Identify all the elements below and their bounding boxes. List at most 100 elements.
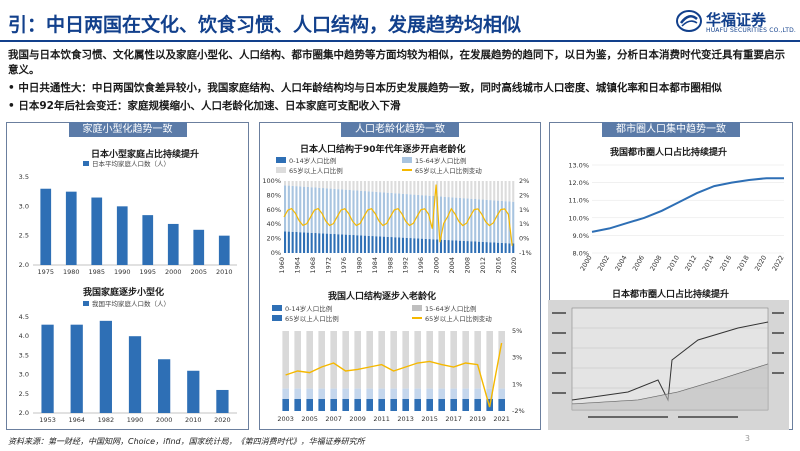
- bar-segment: [414, 331, 421, 389]
- bar-segment: [282, 331, 289, 389]
- bar-segment: [436, 239, 439, 253]
- bar-segment: [390, 181, 393, 193]
- x-tick-label: 1985: [88, 268, 105, 276]
- x-tick-label: 1996: [417, 257, 425, 274]
- bar-segment: [443, 239, 446, 253]
- bar-segment: [352, 190, 355, 236]
- bar-segment: [341, 189, 344, 235]
- bar-segment: [458, 240, 462, 253]
- bar-segment: [462, 240, 465, 253]
- bar: [40, 188, 52, 265]
- y-tick-label: 8.0%: [572, 250, 589, 258]
- bar-segment: [341, 181, 344, 190]
- legend-swatch: [83, 301, 89, 306]
- x-tick-label: 2022: [771, 254, 786, 272]
- y2-tick-label: 0%: [519, 235, 529, 243]
- legend-label: 我国平均家庭人口数（人）: [92, 299, 170, 308]
- bar-segment: [330, 331, 337, 389]
- bar-segment: [318, 181, 321, 188]
- bar-segment: [485, 199, 488, 243]
- bar-segment: [360, 235, 363, 253]
- x-tick-label: 2016: [495, 257, 503, 274]
- x-tick-label: 2020: [510, 257, 518, 274]
- bar-segment: [493, 181, 496, 201]
- bar: [65, 191, 77, 265]
- bar: [41, 324, 54, 413]
- y2-tick-label: 5%: [512, 327, 522, 335]
- bar-segment: [291, 231, 294, 253]
- bar-segment: [413, 194, 416, 239]
- bar-segment: [426, 331, 433, 389]
- x-tick-label: 2016: [718, 254, 733, 272]
- bar-segment: [489, 200, 492, 243]
- bar-segment: [470, 198, 473, 242]
- bar-segment: [318, 233, 321, 253]
- y-tick-label: 60%: [267, 206, 281, 214]
- x-tick-label: 1995: [139, 268, 156, 276]
- bar-segment: [466, 181, 469, 199]
- x-tick-label: 2000: [156, 416, 173, 424]
- x-tick-label: 1980: [63, 268, 80, 276]
- bar-segment: [303, 186, 306, 233]
- bar-segment: [322, 181, 325, 189]
- bar-segment: [498, 399, 505, 411]
- legend-swatch: [276, 157, 286, 163]
- chart-title: 我国家庭逐步小型化: [83, 288, 165, 298]
- bar-segment: [325, 188, 328, 234]
- x-tick-label: 2010: [666, 254, 681, 272]
- bar-segment: [455, 197, 458, 241]
- y-tick-label: 12.0%: [568, 179, 589, 187]
- y-tick-label: 20%: [267, 235, 281, 243]
- bar-segment: [462, 388, 469, 399]
- bar-segment: [481, 199, 484, 242]
- bar-segment: [438, 399, 445, 411]
- bar-segment: [450, 399, 457, 411]
- bar-segment: [356, 181, 359, 191]
- bar-segment: [413, 181, 416, 195]
- bar-segment: [489, 242, 492, 253]
- bar-segment: [310, 187, 313, 233]
- y-tick-label: 3.5: [19, 173, 29, 181]
- bar-segment: [378, 331, 385, 389]
- bar-segment: [341, 234, 344, 253]
- bar-segment: [405, 237, 408, 253]
- bar-segment: [401, 181, 404, 194]
- bar-segment: [360, 181, 363, 191]
- bar-segment: [363, 235, 366, 253]
- x-tick-label: 1968: [309, 257, 317, 274]
- bar-segment: [284, 181, 287, 186]
- company-logo: 华福证券 HUAFU SECURITIES CO.,LTD.: [676, 8, 796, 36]
- y2-tick-label: 2%: [519, 191, 529, 199]
- bar-segment: [486, 331, 493, 389]
- y-tick-label: 2.0: [19, 409, 29, 417]
- logo-text: 华福证券: [706, 11, 767, 29]
- y-tick-label: 2.5: [19, 390, 29, 398]
- bar-segment: [318, 388, 325, 399]
- bar-segment: [512, 201, 515, 244]
- x-tick-label: 2018: [736, 254, 751, 272]
- bar-segment: [451, 181, 454, 198]
- bar-segment: [306, 331, 313, 389]
- y2-tick-label: 1%: [519, 220, 529, 228]
- bar-segment: [420, 238, 424, 253]
- bar-segment: [493, 242, 496, 253]
- bar-segment: [496, 242, 500, 253]
- bar-segment: [303, 181, 306, 187]
- x-tick-label: 2011: [373, 415, 390, 423]
- y2-tick-label: 2%: [519, 177, 529, 185]
- bar-segment: [310, 181, 313, 188]
- series-line: [283, 184, 513, 246]
- logo-subtext: HUAFU SECURITIES CO.,LTD.: [706, 27, 797, 34]
- bar-segment: [348, 189, 351, 235]
- bar-segment: [394, 237, 397, 253]
- bar-segment: [291, 185, 294, 232]
- y-tick-label: 4.0: [19, 332, 29, 340]
- bar-segment: [455, 240, 458, 253]
- x-tick-label: 2002: [596, 254, 611, 272]
- legend-swatch: [276, 167, 286, 173]
- bar-segment: [477, 181, 481, 200]
- japan-metro-scanned-figure: [548, 300, 789, 430]
- bar-segment: [371, 181, 374, 192]
- bar-segment: [462, 181, 465, 199]
- bar-segment: [306, 186, 309, 233]
